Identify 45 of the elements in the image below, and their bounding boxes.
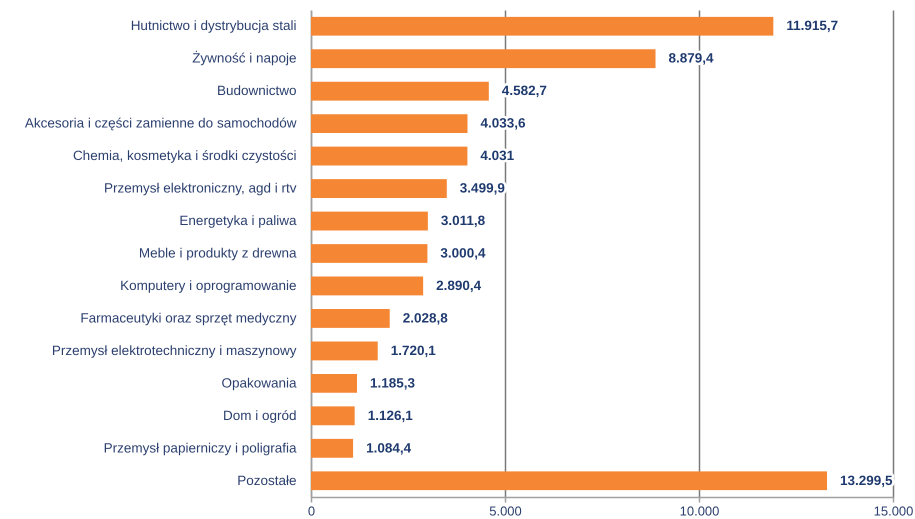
data-label: 2.028,8 bbox=[402, 310, 448, 326]
y-tick-label: Opakowania bbox=[221, 375, 297, 390]
y-tick-label: Pozostałe bbox=[237, 472, 296, 488]
x-tick-label: 15.000 bbox=[874, 504, 914, 518]
data-label: 1.185,3 bbox=[370, 375, 416, 390]
y-tick-label: Przemysł elektroniczny, agd i rtv bbox=[104, 180, 297, 196]
y-tick-label: Komputery i oprogramowanie bbox=[120, 278, 296, 293]
data-label: 2.890,4 bbox=[436, 278, 482, 293]
data-label: 3.000,4 bbox=[440, 246, 486, 260]
data-label: 3.011,8 bbox=[440, 213, 486, 228]
y-tick-label: Farmaceutyki oraz sprzęt medyczny bbox=[80, 310, 297, 326]
y-tick-label: Żywność i napoje bbox=[192, 50, 296, 66]
bar bbox=[311, 276, 424, 296]
y-tick-label: Dom i ogród bbox=[222, 408, 296, 423]
bar bbox=[311, 114, 468, 134]
y-tick-label: Hutnictwo i dystrybucja stali bbox=[130, 18, 296, 34]
y-tick-label: Przemysł elektrotechniczny i maszynowy bbox=[52, 342, 297, 358]
bar bbox=[311, 49, 656, 68]
data-label: 1.720,1 bbox=[390, 342, 436, 358]
bar bbox=[311, 406, 355, 426]
bar bbox=[311, 212, 428, 230]
x-tick-label: 10.000 bbox=[680, 504, 720, 518]
bar bbox=[311, 374, 357, 393]
data-label: 1.084,4 bbox=[366, 440, 412, 456]
bar bbox=[311, 309, 390, 328]
y-tick-label: Przemysł papierniczy i poligrafia bbox=[104, 440, 297, 456]
y-tick-label: Chemia, kosmetyka i środki czystości bbox=[72, 148, 296, 164]
y-tick-label: Energetyka i paliwa bbox=[179, 213, 297, 228]
bar bbox=[311, 341, 378, 360]
bar bbox=[311, 179, 447, 198]
bar bbox=[311, 16, 774, 36]
x-tick-label: 5.000 bbox=[489, 504, 522, 518]
y-tick-label: Budownictwo bbox=[216, 83, 296, 98]
data-label: 3.499,9 bbox=[460, 180, 505, 196]
bar bbox=[311, 471, 828, 490]
data-label: 13.299,5 bbox=[840, 472, 894, 488]
bar bbox=[311, 82, 489, 101]
data-label: 11.915,7 bbox=[786, 18, 838, 34]
y-tick-label: Meble i produkty z drewna bbox=[138, 246, 297, 260]
data-label: 1.126,1 bbox=[368, 408, 414, 423]
bar bbox=[311, 146, 468, 166]
x-tick-label: 0 bbox=[308, 504, 316, 518]
y-tick-label: Akcesoria i części zamienne do samochodów bbox=[24, 116, 297, 131]
bar bbox=[311, 244, 428, 263]
bar bbox=[311, 438, 354, 458]
